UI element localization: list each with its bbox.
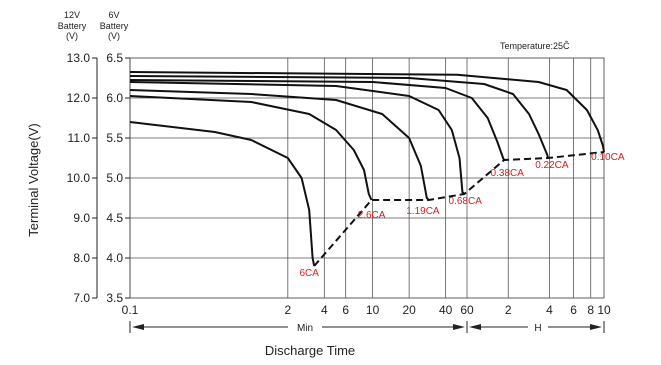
curve-label: 0.38CA xyxy=(491,168,525,179)
range-arrow-right xyxy=(590,324,602,330)
x-tick-label: 60 xyxy=(460,303,474,317)
series-line-0.22CA xyxy=(129,75,550,159)
header-6v-unit: (V) xyxy=(108,31,120,41)
x-tick-label: 4 xyxy=(546,303,553,317)
curve-labels: 6CA 2.6CA 1.19CA 0.68CA 0.38CA 0.22CA 0.10CA xyxy=(299,152,624,279)
range-bar: Min H xyxy=(129,321,605,334)
header-12v: 12V xyxy=(64,10,80,20)
y-axis-label: Terminal Voltage(V) xyxy=(26,123,41,236)
series-line-0.68CA xyxy=(129,81,466,195)
x-tick-label: 40 xyxy=(439,303,453,317)
header-12v-battery: Battery xyxy=(58,21,87,31)
cutoff-dashed-line xyxy=(313,151,605,267)
x-tick-label: 6 xyxy=(570,303,577,317)
series-line-1.19CA xyxy=(129,89,430,201)
series-line-0.38CA xyxy=(129,79,505,161)
header-6v-battery: Battery xyxy=(100,21,129,31)
y-tick-12v: 8.0 xyxy=(73,251,90,265)
y-tick-12v: 10.0 xyxy=(67,171,91,185)
curve-label: 1.19CA xyxy=(406,206,440,217)
header-6v: 6V xyxy=(108,10,119,20)
curve-label: 0.10CA xyxy=(591,152,625,163)
x-tick-label: 0.1 xyxy=(122,303,139,317)
tick-labels: 13.0 6.5 12.0 6.0 11.0 5.5 10.0 5.0 9.0 4.5 8.0 4.0… xyxy=(67,51,611,317)
y-tick-12v: 12.0 xyxy=(67,91,91,105)
series-line-0.10CA xyxy=(129,71,605,153)
y-tick-12v: 11.0 xyxy=(68,131,91,145)
x-tick-label: 4 xyxy=(321,303,328,317)
header-12v-unit: (V) xyxy=(66,31,78,41)
y-tick-12v: 13.0 xyxy=(67,51,91,65)
y-tick-6v: 6.0 xyxy=(106,91,123,105)
x-tick-label: 10 xyxy=(366,303,380,317)
x-tick-label: 2 xyxy=(284,303,291,317)
x-tick-label: 20 xyxy=(402,303,416,317)
x-tick-label: 10 xyxy=(597,303,611,317)
y-tick-6v: 4.0 xyxy=(106,251,123,265)
y-tick-6v: 3.5 xyxy=(106,291,123,305)
range-arrow-mid-right xyxy=(469,324,481,330)
curve-label: 0.68CA xyxy=(449,196,483,207)
y-tick-6v: 4.5 xyxy=(106,211,123,225)
grid xyxy=(129,57,605,299)
series-line-6CA xyxy=(129,121,316,267)
cutoff-line xyxy=(313,151,605,267)
range-arrow-mid-left xyxy=(453,324,465,330)
range-label-h: H xyxy=(534,323,541,334)
x-tick-label: 2 xyxy=(505,303,512,317)
curve-label: 0.22CA xyxy=(535,160,569,171)
x-tick-label: 6 xyxy=(342,303,349,317)
y-tick-6v: 5.5 xyxy=(106,131,123,145)
curve-label: 2.6CA xyxy=(358,210,386,221)
x-axis-label: Discharge Time xyxy=(265,343,355,358)
y-tick-12v: 7.0 xyxy=(73,291,90,305)
x-tick-label: 8 xyxy=(587,303,594,317)
axes xyxy=(92,57,605,299)
range-label-min: Min xyxy=(297,323,313,334)
range-arrow-left xyxy=(132,324,144,330)
series xyxy=(129,71,605,267)
y-tick-6v: 5.0 xyxy=(106,171,123,185)
curve-label: 6CA xyxy=(299,268,319,279)
y-tick-12v: 9.0 xyxy=(73,211,90,225)
temperature-note: Temperature:25Ĉ xyxy=(500,41,570,51)
y-tick-6v: 6.5 xyxy=(106,51,123,65)
series-line-2.6CA xyxy=(129,95,373,201)
plot-frame xyxy=(129,57,605,299)
